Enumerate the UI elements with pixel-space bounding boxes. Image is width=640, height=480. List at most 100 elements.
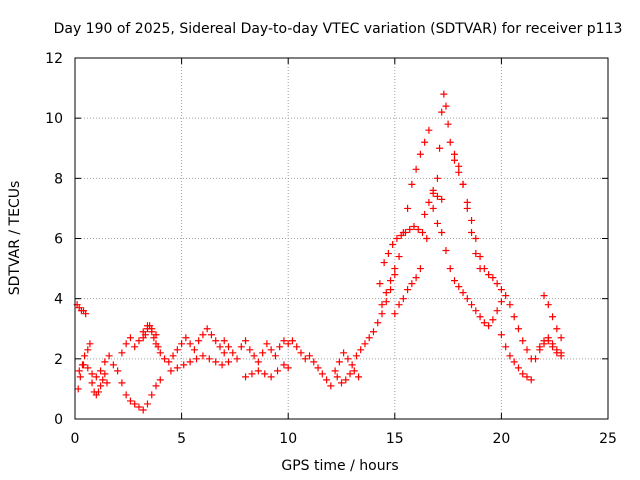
data-point [416, 265, 424, 273]
data-point [510, 313, 518, 321]
data-point [199, 352, 207, 360]
data-point [438, 195, 446, 203]
data-point [318, 370, 326, 378]
data-point [374, 319, 382, 327]
plot-frame [74, 57, 609, 420]
data-point [532, 355, 540, 363]
data-point [288, 337, 296, 345]
data-point [143, 400, 151, 408]
data-point [455, 162, 463, 170]
data-point [480, 319, 488, 327]
data-point [216, 343, 224, 351]
data-point [408, 280, 416, 288]
data-point [357, 346, 365, 354]
data-point [259, 349, 267, 357]
data-point [557, 349, 565, 357]
data-point [389, 241, 397, 249]
data-point [280, 361, 288, 369]
data-point [220, 349, 228, 357]
data-point [92, 373, 100, 381]
data-point [414, 225, 422, 233]
data-point [485, 271, 493, 279]
data-point [233, 355, 241, 363]
data-point [333, 373, 341, 381]
y-tick-label: 0 [54, 412, 63, 428]
data-point [88, 370, 96, 378]
data-point [207, 331, 215, 339]
data-point [391, 271, 399, 279]
data-point [331, 367, 339, 375]
data-point [365, 334, 373, 342]
data-point [203, 325, 211, 333]
data-point [271, 352, 279, 360]
data-point [169, 352, 177, 360]
data-point [229, 349, 237, 357]
data-point [122, 340, 130, 348]
data-point [167, 367, 175, 375]
data-point [355, 373, 363, 381]
data-point [131, 400, 139, 408]
data-point [118, 379, 126, 387]
data-point [387, 286, 395, 294]
data-point [84, 364, 92, 372]
x-tick-label: 20 [492, 431, 510, 447]
data-point [540, 337, 548, 345]
data-point [553, 346, 561, 354]
data-point [378, 301, 386, 309]
data-point [502, 292, 510, 300]
data-point [131, 343, 139, 351]
data-point [489, 316, 497, 324]
data-point [263, 340, 271, 348]
x-tick-label: 0 [71, 431, 80, 447]
data-point [122, 391, 130, 399]
data-point [433, 192, 441, 200]
data-point [173, 364, 181, 372]
data-point [180, 361, 188, 369]
data-point [429, 189, 437, 197]
data-point [246, 346, 254, 354]
data-point [423, 235, 431, 242]
data-point [101, 358, 109, 366]
data-point [395, 253, 403, 261]
data-point [254, 367, 262, 375]
data-point [549, 340, 557, 348]
data-point [301, 355, 309, 363]
data-point [80, 361, 88, 369]
data-point [225, 358, 233, 366]
data-point [416, 150, 424, 158]
y-axis-label: SDTVAR / TECUs [7, 181, 23, 296]
data-point [154, 343, 162, 351]
data-point [165, 358, 173, 366]
y-tick-label: 2 [54, 352, 63, 368]
data-point [421, 138, 429, 146]
data-point [205, 355, 213, 363]
data-point [544, 301, 552, 309]
data-point [425, 198, 433, 206]
data-point [75, 367, 83, 375]
data-point [340, 349, 348, 357]
data-point [314, 364, 322, 372]
data-point [369, 328, 377, 336]
data-point [261, 370, 269, 378]
data-point [193, 355, 201, 363]
data-point [497, 286, 505, 294]
data-point [442, 247, 450, 255]
data-point [352, 352, 360, 360]
data-point [440, 90, 448, 98]
data-point [297, 349, 305, 357]
data-point [274, 367, 282, 375]
x-tick-label: 25 [599, 431, 617, 447]
data-point [519, 370, 527, 378]
data-point [293, 343, 301, 351]
data-point [510, 358, 518, 366]
data-point [412, 274, 420, 282]
data-point [399, 228, 407, 236]
data-point [429, 204, 437, 212]
data-point [406, 225, 414, 233]
data-point [190, 346, 198, 354]
data-point [378, 310, 386, 318]
data-point [404, 204, 412, 212]
data-point [342, 376, 350, 384]
x-tick-label: 15 [386, 431, 404, 447]
grid-lines [75, 58, 608, 419]
